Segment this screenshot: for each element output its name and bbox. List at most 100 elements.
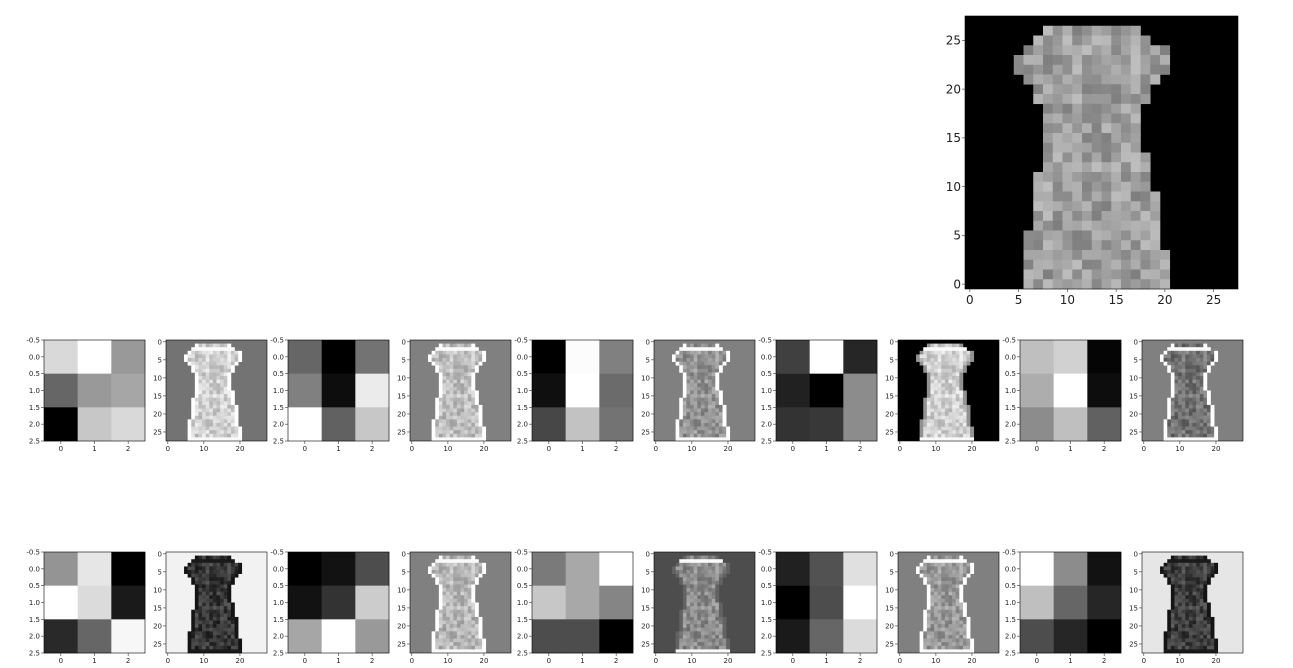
feature-map-pixel (478, 433, 483, 438)
feature-map-pixel (930, 404, 935, 409)
feature-map-pixel (191, 562, 196, 567)
feature-map-pixel (456, 588, 461, 592)
feature-map-pixel (948, 412, 953, 417)
feature-map-pixel (453, 631, 458, 636)
feature-map-pixel (1206, 645, 1211, 650)
feature-map-pixel (205, 433, 210, 438)
feature-map-pixel (198, 372, 203, 377)
feature-map-pixel (464, 426, 469, 431)
feature-map-pixel (934, 566, 938, 571)
feature-map-pixel (952, 415, 957, 420)
feature-map-pixel (234, 412, 239, 417)
feature-map-pixel (1196, 602, 1201, 607)
feature-map-pixel (216, 570, 221, 574)
feature-map-pixel (726, 638, 731, 643)
feature-map-pixel (686, 372, 691, 377)
feature-map-pixel (959, 437, 964, 442)
feature-map-pixel (438, 570, 443, 574)
feature-map-pixel (690, 415, 694, 420)
filter-cell (321, 373, 356, 408)
feature-map-pixel (1188, 562, 1193, 567)
feature-map-pixel (966, 624, 971, 629)
input-image-pixel (1111, 84, 1122, 95)
input-image-pixel (1140, 94, 1151, 105)
feature-map-pixel (449, 408, 454, 413)
feature-map-pixel (234, 354, 239, 359)
feature-map-pixel (223, 376, 228, 380)
feature-map-pixel (474, 566, 479, 571)
feature-map-pixel (959, 642, 964, 647)
input-image-pixel (1062, 35, 1073, 46)
feature-map-pixel (919, 638, 924, 643)
feature-map-pixel (711, 616, 716, 621)
panel-r1-c2: 0 1 2-0.50.00.51.01.52.02.5 (270, 548, 390, 665)
feature-map-pixel (697, 358, 702, 362)
feature-map-pixel (919, 562, 924, 567)
input-image-pixel (1121, 84, 1132, 95)
feature-map-pixel (209, 437, 214, 442)
feature-map-pixel (948, 383, 953, 388)
feature-map-pixel (919, 430, 924, 435)
feature-map-pixel (1185, 624, 1190, 629)
feature-map-pixel (948, 580, 953, 585)
feature-map-xtick-label: 10 (199, 657, 208, 665)
feature-map-pixel (438, 638, 443, 643)
feature-map-pixel (708, 627, 713, 632)
feature-map-pixel (442, 379, 447, 384)
filter-xtick-label: 1 (824, 445, 828, 453)
feature-map-pixel (1170, 634, 1175, 639)
feature-map-pixel (937, 588, 942, 592)
feature-map-pixel (941, 358, 946, 362)
feature-map-pixel (948, 433, 953, 438)
feature-map-pixel (952, 591, 957, 596)
feature-map-pixel (471, 361, 476, 366)
feature-map-pixel (438, 645, 443, 650)
feature-map-pixel (216, 343, 221, 348)
feature-map-pixel (194, 566, 199, 571)
feature-map-pixel (464, 397, 469, 402)
feature-map-pixel (690, 573, 694, 578)
feature-map-pixel (1178, 634, 1182, 639)
feature-map-pixel (1185, 606, 1190, 611)
feature-map-pixel (1174, 372, 1179, 377)
feature-map-pixel (194, 602, 199, 607)
feature-map-pixel (209, 379, 214, 384)
filter-xtick-label: 2 (614, 445, 618, 453)
input-image-pixel (1111, 113, 1122, 124)
feature-map-pixel (227, 422, 232, 427)
feature-map-pixel (959, 627, 964, 632)
feature-map-pixel (926, 598, 931, 603)
feature-map-pixel (205, 591, 210, 596)
filter-cell (77, 619, 112, 654)
feature-map-pixel (1170, 559, 1175, 564)
feature-map-pixel (230, 559, 235, 564)
feature-map-pixel (962, 606, 967, 611)
feature-map-pixel (456, 397, 461, 402)
feature-map-pixel (944, 412, 949, 417)
feature-map-pixel (1163, 426, 1168, 431)
feature-map-pixel (1196, 365, 1201, 370)
feature-map-pixel (711, 595, 716, 600)
feature-map-pixel (937, 624, 942, 629)
feature-map-pixel (464, 361, 469, 366)
feature-map-pixel (697, 397, 702, 402)
feature-map-pixel (198, 361, 203, 366)
feature-map-pixel (686, 638, 691, 643)
feature-map-pixel (1192, 620, 1197, 625)
filter-ytick-label: 1.5 (29, 404, 40, 412)
feature-map-pixel (460, 426, 465, 431)
feature-map-pixel (198, 616, 203, 621)
feature-map-pixel (442, 577, 447, 582)
feature-map-ytick-label: 25 (885, 640, 894, 648)
feature-map-pixel (916, 570, 920, 574)
feature-map-pixel (1178, 347, 1182, 352)
input-image-pixel (1130, 240, 1141, 251)
feature-map-pixel (679, 415, 684, 420)
feature-map-pixel (1174, 415, 1179, 420)
feature-map-pixel (198, 606, 203, 611)
feature-map-pixel (930, 559, 935, 564)
input-image-pixel (1101, 55, 1112, 66)
feature-map-pixel (708, 645, 713, 650)
feature-map-pixel (438, 613, 443, 618)
feature-map-pixel (1210, 412, 1215, 417)
